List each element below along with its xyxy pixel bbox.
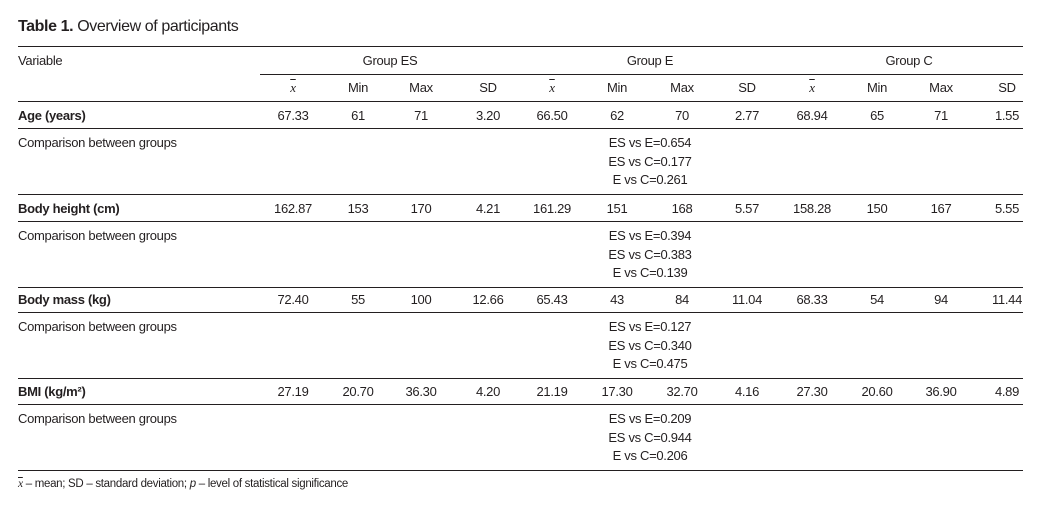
row-rule [18,128,1023,129]
header-min: Min [606,80,628,95]
table-cell: 168 [671,201,693,216]
table-cell: 68.94 [796,108,828,123]
header-max: Max [670,80,694,95]
row-rule [18,287,1023,288]
table-cell: 21.19 [536,384,568,399]
group-rule [260,74,1023,75]
table-cell: 66.50 [536,108,568,123]
comparison-label: Comparison between groups [18,319,177,334]
header-max: Max [929,80,953,95]
table-cell: 4.21 [475,201,501,216]
row-rule [18,312,1023,313]
header-mean: x [809,80,815,95]
comparison-value: ES vs E=0.394 [608,228,692,243]
table-cell: 36.90 [925,384,957,399]
table-cell: 5.57 [734,201,760,216]
table-title: Table 1. Overview of participants [18,18,239,36]
header-sd: SD [738,80,756,95]
comparison-value: ES vs C=0.383 [608,246,692,262]
header-min: Min [866,80,888,95]
header-rule [18,101,1023,102]
table-cell: 43 [610,292,624,307]
table-cell: 67.33 [277,108,309,123]
table-cell: 11.04 [731,292,763,307]
table-cell: 17.30 [601,384,633,399]
table-cell: 20.70 [342,384,374,399]
table-cell: 2.77 [734,108,760,123]
row-rule [18,194,1023,195]
table-cell: 36.30 [405,384,437,399]
table-cell: 4.20 [475,384,501,399]
row-rule [18,470,1023,471]
comparison-value: ES vs C=0.340 [608,337,692,353]
row-rule [18,404,1023,405]
header-group: Group ES [362,53,418,68]
table-cell: 100 [410,292,432,307]
table-cell: 27.19 [277,384,309,399]
comparison-value: E vs C=0.139 [612,265,688,281]
table-caption: Overview of participants [77,18,239,35]
table-cell: 68.33 [796,292,828,307]
table-cell: 94 [934,292,948,307]
comparison-value: ES vs C=0.944 [608,429,692,445]
header-group: Group E [626,53,674,68]
table-cell: 170 [410,201,432,216]
table-cell: 5.55 [994,201,1020,216]
comparison-label: Comparison between groups [18,135,177,150]
comparison-label: Comparison between groups [18,228,177,243]
table-cell: 71 [934,108,948,123]
table-cell: 151 [606,201,628,216]
header-mean: x [549,80,555,95]
table-cell: 153 [347,201,369,216]
table-cell: 11.44 [991,292,1023,307]
table-cell: 84 [675,292,689,307]
row-label: Body mass (kg) [18,292,111,307]
table-cell: 62 [610,108,624,123]
comparison-value: ES vs E=0.127 [608,319,692,334]
comparison-value: ES vs E=0.209 [608,411,692,426]
header-mean: x [290,80,296,95]
table-cell: 27.30 [796,384,828,399]
table-cell: 12.66 [472,292,504,307]
table-cell: 71 [414,108,428,123]
comparison-value: ES vs E=0.654 [608,135,692,150]
table-cell: 72.40 [277,292,309,307]
comparison-value: E vs C=0.475 [612,356,688,372]
table-cell: 158.28 [793,201,831,216]
header-variable: Variable [18,53,63,68]
table-cell: 167 [930,201,952,216]
table-number: Table 1. [18,18,74,35]
row-label: BMI (kg/m²) [18,384,86,399]
table-cell: 65.43 [536,292,568,307]
table-cell: 55 [351,292,365,307]
table-cell: 150 [866,201,888,216]
header-min: Min [347,80,369,95]
table-cell: 161.29 [533,201,571,216]
header-max: Max [409,80,433,95]
header-sd: SD [998,80,1016,95]
table-cell: 4.16 [734,384,760,399]
table-cell: 54 [870,292,884,307]
comparison-value: E vs C=0.206 [612,448,688,464]
header-sd: SD [479,80,497,95]
header-group: Group C [885,53,933,68]
comparison-value: ES vs C=0.177 [608,153,692,169]
comparison-label: Comparison between groups [18,411,177,426]
table-cell: 4.89 [994,384,1020,399]
row-label: Age (years) [18,108,86,123]
top-rule [18,46,1023,47]
row-label: Body height (cm) [18,201,120,216]
table-cell: 32.70 [666,384,698,399]
table-cell: 65 [870,108,884,123]
table-footnote: x – mean; SD – standard deviation; p – l… [18,478,349,490]
table-cell: 70 [675,108,689,123]
table-cell: 1.55 [994,108,1020,123]
table-cell: 3.20 [475,108,501,123]
table-cell: 162.87 [274,201,312,216]
comparison-value: E vs C=0.261 [612,172,688,188]
row-rule [18,378,1023,379]
table-cell: 20.60 [861,384,893,399]
row-rule [18,221,1023,222]
table-cell: 61 [351,108,365,123]
